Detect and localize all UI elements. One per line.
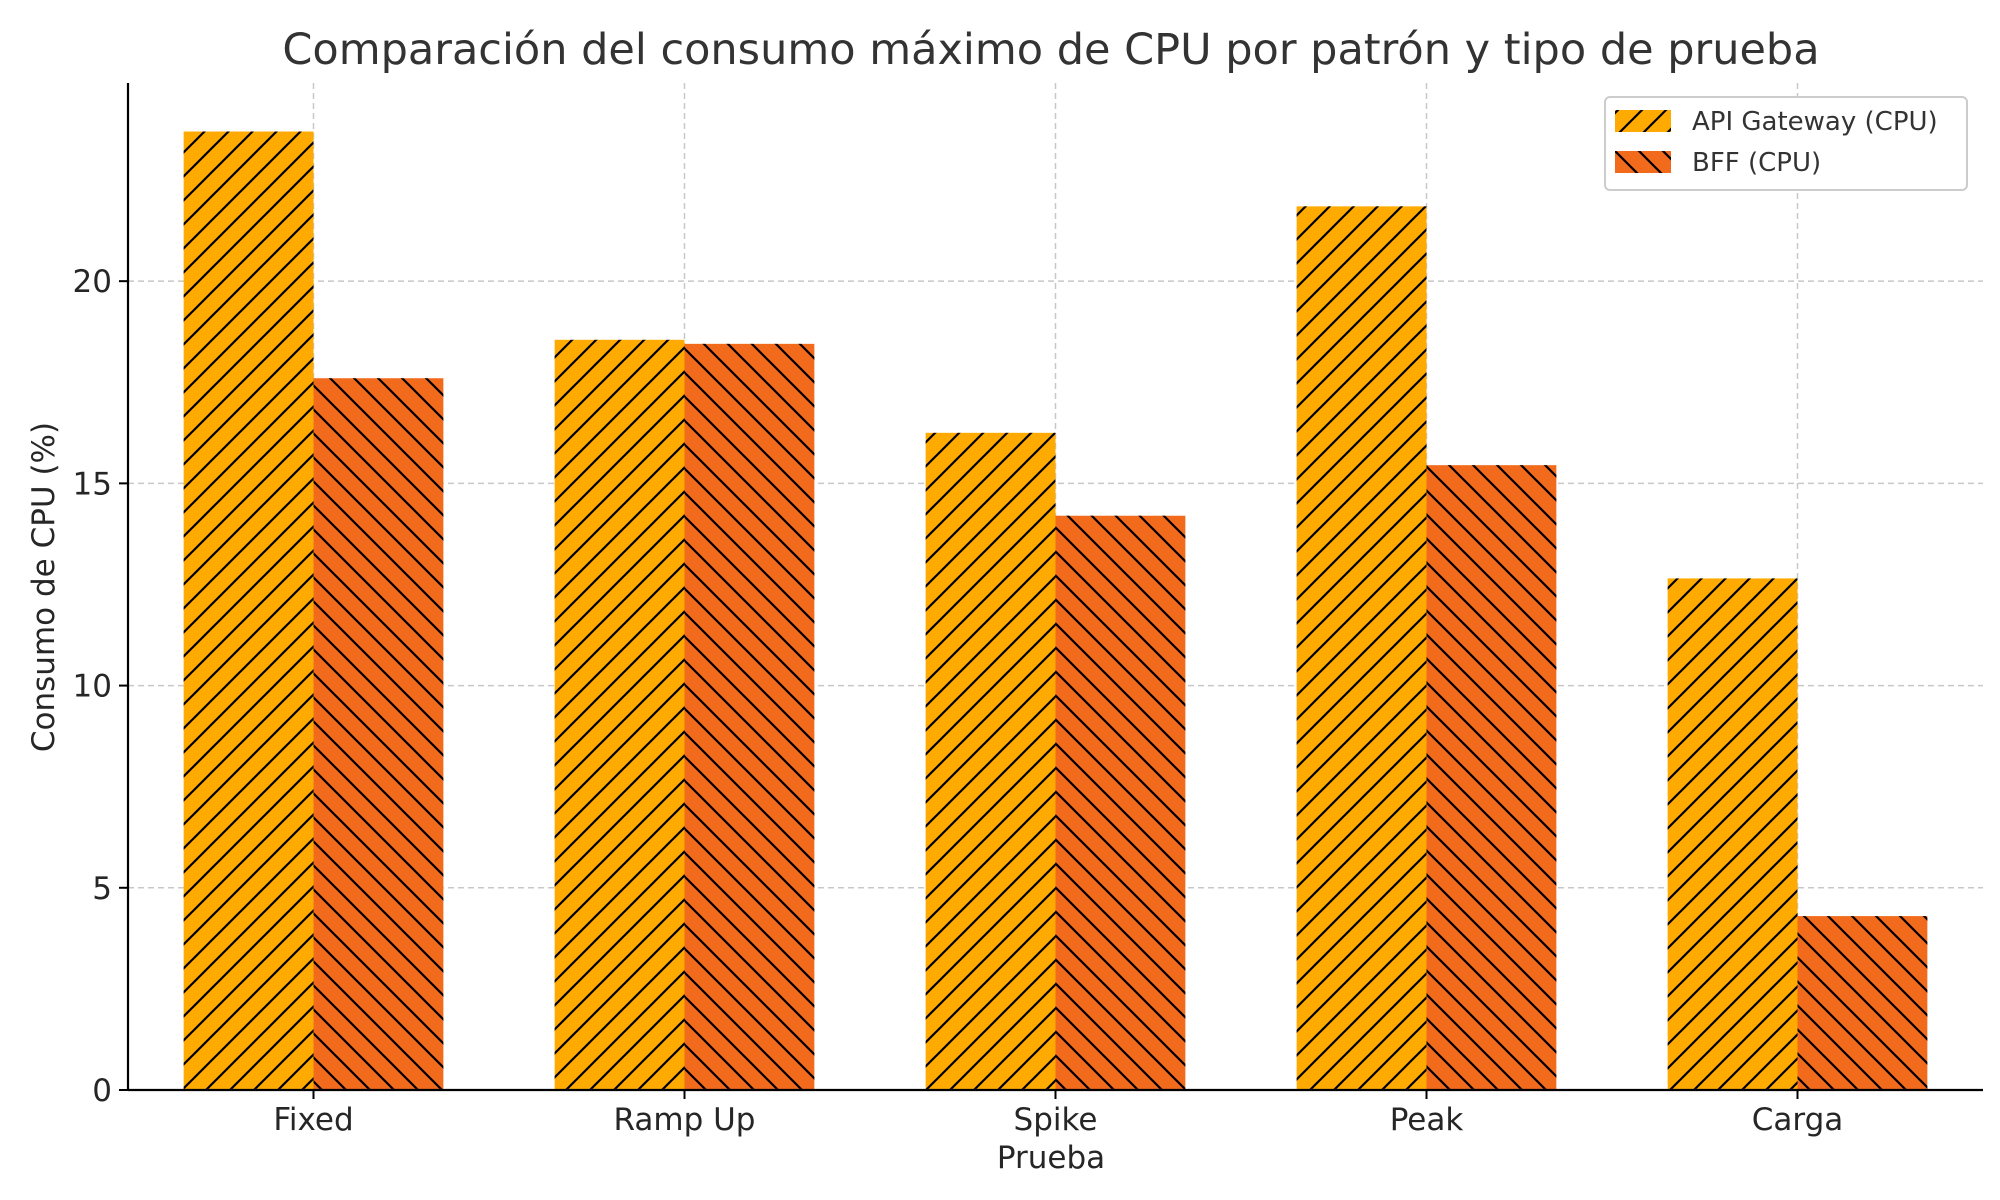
legend-label-bff: BFF (CPU) xyxy=(1692,148,1821,178)
bar-hatch-bff-cpu-carga xyxy=(1797,916,1928,1090)
x-tick-label: Spike xyxy=(1014,1102,1098,1138)
bar-hatch-api-gateway-cpu-ramp-up xyxy=(554,339,685,1091)
bar-hatch-api-gateway-cpu-spike xyxy=(925,432,1056,1090)
y-tick-label: 15 xyxy=(73,466,112,502)
bar-hatch-bff-cpu-ramp-up xyxy=(684,343,815,1091)
y-tick-label: 0 xyxy=(92,1073,112,1109)
y-tick-label: 10 xyxy=(73,669,112,705)
x-tick-label: Ramp Up xyxy=(614,1102,756,1138)
bar-hatch-api-gateway-cpu-carga xyxy=(1667,578,1798,1090)
bars xyxy=(183,131,1928,1091)
bar-hatch-api-gateway-cpu-fixed xyxy=(183,131,314,1090)
chart-title: Comparación del consumo máximo de CPU po… xyxy=(282,25,1819,75)
x-tick-label: Fixed xyxy=(273,1102,353,1138)
legend: API Gateway (CPU) BFF (CPU) xyxy=(1604,96,1968,191)
tick-labels: 0 5 10 15 20 Fixed Ramp Up Spike Peak Carga xyxy=(73,264,1844,1138)
y-axis-label: Consumo de CPU (%) xyxy=(26,422,62,752)
bar-hatch-bff-cpu-peak xyxy=(1426,465,1557,1091)
legend-label-api-gateway: API Gateway (CPU) xyxy=(1692,107,1938,137)
legend-swatch-bff-hatch xyxy=(1615,151,1671,173)
x-tick-label: Peak xyxy=(1390,1102,1464,1138)
x-axis-label: Prueba xyxy=(997,1140,1105,1176)
y-tick-label: 5 xyxy=(92,871,112,907)
x-tick-label: Carga xyxy=(1752,1102,1844,1138)
axes xyxy=(119,83,1983,1099)
y-tick-label: 20 xyxy=(73,264,112,300)
legend-frame xyxy=(1604,96,1968,191)
bar-hatch-api-gateway-cpu-peak xyxy=(1296,206,1427,1090)
bar-hatch-bff-cpu-fixed xyxy=(313,378,444,1090)
bar-hatch-bff-cpu-spike xyxy=(1055,515,1186,1090)
legend-swatch-api-gateway-hatch xyxy=(1615,110,1671,132)
